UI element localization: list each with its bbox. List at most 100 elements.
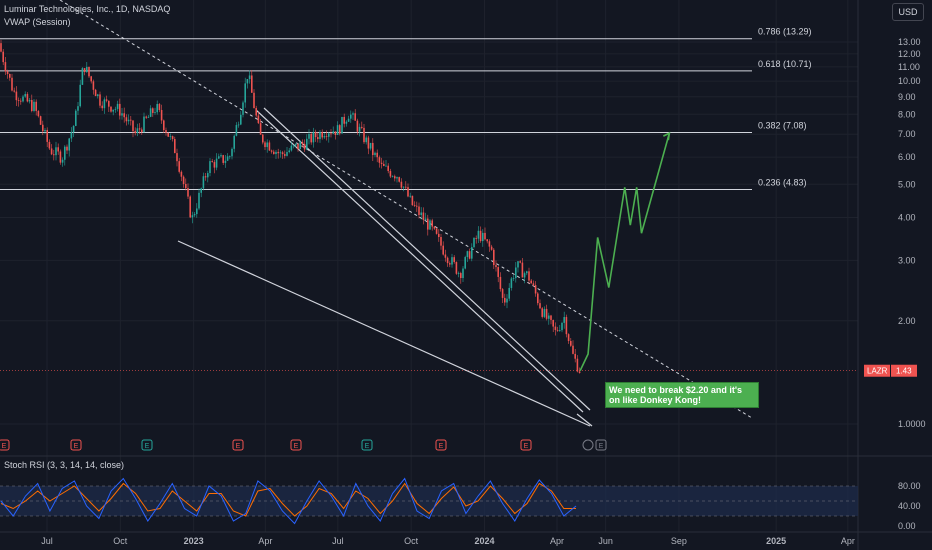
time-tick-label: 2023 bbox=[184, 536, 204, 546]
candle-body bbox=[88, 66, 90, 77]
candle-body bbox=[457, 273, 460, 274]
candle-body bbox=[116, 103, 119, 109]
candle-body bbox=[147, 116, 150, 118]
candle-body bbox=[523, 273, 526, 278]
candle-body bbox=[561, 322, 563, 331]
candle-body bbox=[578, 371, 581, 373]
candle-body bbox=[330, 133, 332, 135]
candle-body bbox=[453, 257, 455, 263]
candle-body bbox=[563, 317, 565, 323]
candle-body bbox=[541, 308, 543, 317]
candle-body bbox=[136, 128, 139, 134]
candle-body bbox=[48, 141, 51, 149]
candle-body bbox=[389, 171, 392, 177]
candle-body bbox=[270, 150, 273, 152]
candle-body bbox=[486, 239, 488, 242]
candle-body bbox=[391, 176, 394, 178]
candle-body bbox=[308, 133, 310, 139]
candle-body bbox=[66, 146, 68, 151]
price-axis-bg bbox=[858, 0, 932, 550]
candle-body bbox=[13, 90, 15, 92]
candle-body bbox=[416, 205, 418, 207]
candle-body bbox=[314, 131, 317, 138]
candle-body bbox=[191, 215, 194, 218]
candle-body bbox=[83, 68, 86, 73]
candle-body bbox=[46, 129, 48, 142]
candle-body bbox=[11, 77, 13, 91]
candle-body bbox=[440, 236, 442, 246]
candle-body bbox=[380, 162, 383, 164]
price-axis[interactable]: 1.0000 2.00 3.00 4.00 5.00 6.00 7.00 8.00 9.00 10… bbox=[857, 0, 932, 550]
currency-button[interactable]: USD bbox=[892, 3, 924, 21]
vwap-indicator-label[interactable]: VWAP (Session) bbox=[4, 17, 71, 27]
stoch-d-line bbox=[0, 482, 576, 517]
candle-body bbox=[158, 104, 161, 111]
candle-body bbox=[2, 51, 4, 63]
candle-body bbox=[31, 100, 33, 111]
candle-body bbox=[345, 121, 348, 124]
candle-body bbox=[26, 94, 29, 102]
candle-body bbox=[132, 120, 134, 132]
candle-body bbox=[213, 162, 216, 168]
candle-body bbox=[488, 241, 491, 247]
candle-body bbox=[396, 177, 398, 179]
candle-body bbox=[268, 142, 271, 151]
earnings-marker-icon: E bbox=[236, 443, 241, 450]
candle-body bbox=[424, 218, 427, 220]
price-tag-ticker-bg bbox=[864, 364, 890, 377]
candle-body bbox=[339, 125, 341, 134]
candle-body bbox=[253, 92, 255, 109]
wedge-lower-line bbox=[177, 240, 591, 427]
candle-body bbox=[398, 177, 400, 182]
candle-body bbox=[295, 143, 297, 146]
candle-body bbox=[462, 268, 464, 279]
stoch-tick-label: 0.00 bbox=[898, 521, 916, 531]
time-tick-label: Apr bbox=[550, 536, 564, 546]
candle-body bbox=[361, 126, 363, 128]
candle-body bbox=[154, 112, 156, 114]
annotation-callout[interactable]: We need to break $2.20 and it's on like … bbox=[605, 382, 759, 408]
candle-body bbox=[176, 153, 178, 162]
candle-body bbox=[484, 232, 486, 240]
candle-body bbox=[185, 183, 187, 189]
time-tick-label: Apr bbox=[841, 536, 855, 546]
candle-body bbox=[90, 76, 92, 82]
candle-body bbox=[231, 148, 233, 157]
candle-body bbox=[422, 212, 425, 220]
time-axis[interactable]: Jul Oct 2023 Apr Jul Oct 2024 Apr Jun Sep 2025 Apr bbox=[0, 531, 932, 546]
fib-levels: 0.786 (13.29) 0.618 (10.71) 0.382 (7.08) 0.… bbox=[0, 27, 858, 372]
candle-body bbox=[193, 214, 196, 216]
candle-body bbox=[75, 110, 77, 126]
candle-body bbox=[92, 81, 95, 90]
candle-body bbox=[442, 245, 444, 255]
candle-body bbox=[123, 113, 125, 118]
candle-body bbox=[369, 142, 372, 149]
candle-body bbox=[292, 145, 295, 147]
candle-body bbox=[350, 114, 352, 119]
price-tick-label: 1.0000 bbox=[898, 419, 926, 429]
candle-body bbox=[385, 165, 387, 167]
dashed-trendline bbox=[59, 0, 753, 419]
candle-body bbox=[149, 108, 152, 117]
candle-body bbox=[35, 101, 37, 111]
candle-body bbox=[321, 131, 323, 138]
candle-body bbox=[178, 161, 180, 172]
candle-body bbox=[495, 265, 497, 268]
candle-body bbox=[112, 109, 114, 112]
candle-body bbox=[108, 100, 110, 107]
earnings-marker bbox=[361, 439, 373, 451]
candle-body bbox=[174, 139, 176, 154]
candle-body bbox=[224, 160, 227, 163]
candle-body bbox=[70, 132, 73, 139]
candle-body bbox=[367, 137, 370, 149]
candle-body bbox=[565, 317, 568, 335]
candle-body bbox=[202, 176, 205, 189]
price-tick-label: 5.00 bbox=[898, 179, 916, 189]
candle-body bbox=[143, 116, 145, 133]
price-tick-label: 9.00 bbox=[898, 92, 916, 102]
candle-body bbox=[94, 89, 97, 97]
earnings-marker bbox=[70, 439, 82, 451]
earnings-marker bbox=[520, 439, 532, 451]
stoch-rsi-label[interactable]: Stoch RSI (3, 3, 14, 14, close) bbox=[4, 460, 125, 470]
